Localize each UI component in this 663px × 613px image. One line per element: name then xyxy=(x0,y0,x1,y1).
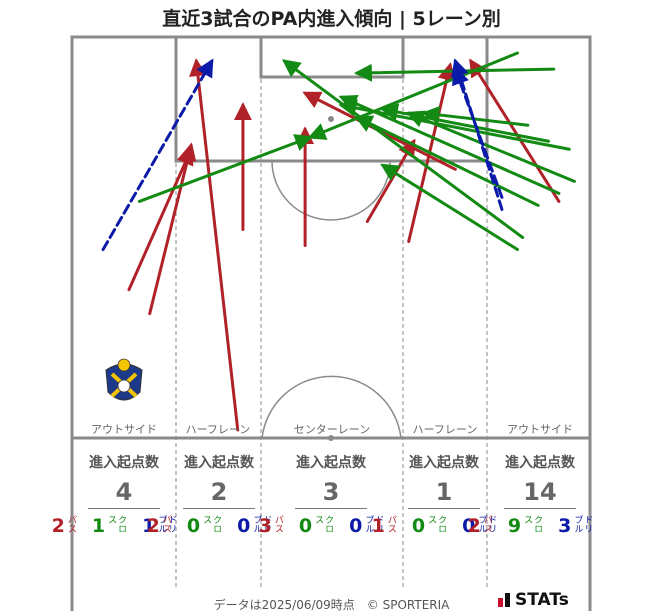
stat-divider xyxy=(88,508,160,509)
stat-total: 14 xyxy=(523,478,557,506)
penalty-spot xyxy=(328,116,334,122)
cross-count: 1 xyxy=(91,515,106,537)
pass-count: 2 xyxy=(467,515,481,537)
dribble-count: 0 xyxy=(237,515,251,537)
pass-label: パス xyxy=(272,515,283,533)
lane-breakdown: 2 パス 9 クロス 3 ドリブル xyxy=(468,515,593,537)
center-circle xyxy=(261,375,402,439)
pass-label: パス xyxy=(160,515,171,533)
brand-name: STATs xyxy=(515,590,569,610)
cross-count: 0 xyxy=(186,515,201,537)
cross-count: 0 xyxy=(411,515,426,537)
dribble-label: ドリブル xyxy=(572,515,593,533)
penalty-arc xyxy=(271,160,391,221)
goal-area xyxy=(259,35,405,79)
cross-arrow xyxy=(281,59,525,239)
cross-arrow xyxy=(354,115,540,207)
stat-divider xyxy=(183,508,255,509)
lane-label-halfspace-left: ハーフレーン xyxy=(185,423,251,436)
dribble-label: ドリブル xyxy=(251,515,272,533)
stat-head: 進入起点数 xyxy=(505,455,575,471)
dribble-count: 3 xyxy=(558,515,572,537)
stat-head: 進入起点数 xyxy=(184,455,254,471)
cross-arrow xyxy=(405,110,576,183)
lane-label-outside-left: アウトサイド xyxy=(91,423,157,436)
pass-arrow xyxy=(148,142,197,316)
cross-arrow xyxy=(421,105,530,127)
pass-count: 1 xyxy=(371,515,385,537)
cross-label: クロス xyxy=(106,515,127,533)
cross-label: クロス xyxy=(522,515,543,533)
pass-label: パス xyxy=(481,515,492,533)
pass-count: 2 xyxy=(51,515,65,537)
pass-label: パス xyxy=(65,515,76,533)
cross-arrow xyxy=(379,103,551,143)
footer-note: データは2025/06/09時点 © SPORTERIA xyxy=(213,598,450,612)
stat-head: 進入起点数 xyxy=(89,455,159,471)
stat-total: 2 xyxy=(210,478,228,506)
stat-divider xyxy=(504,508,576,509)
center-spot xyxy=(328,435,334,441)
lane-label-outside-right: アウトサイド xyxy=(507,423,573,436)
pass-count: 2 xyxy=(146,515,160,537)
stat-total: 1 xyxy=(435,478,453,506)
lane-breakdown: 3 パス 0 クロス 0 ドリブル xyxy=(259,515,384,537)
stat-divider xyxy=(408,508,480,509)
pass-count: 3 xyxy=(258,515,272,537)
lane-breakdown: 1 パス 0 クロス 0 ドリブル xyxy=(372,515,497,537)
pass-arrow xyxy=(189,58,240,432)
lane-label-center: センターレーン xyxy=(293,423,371,436)
club-crest-icon xyxy=(102,358,146,412)
dribble-count: 1 xyxy=(142,515,156,537)
pass-arrow xyxy=(127,146,194,292)
arrow-layer xyxy=(101,51,576,432)
brand-logo: STATs xyxy=(498,590,569,610)
cross-arrow xyxy=(307,51,519,140)
stat-divider xyxy=(295,508,367,509)
cross-label: クロス xyxy=(313,515,334,533)
cross-arrow xyxy=(380,163,519,252)
stat-total: 4 xyxy=(115,478,133,506)
dribble-count: 0 xyxy=(349,515,363,537)
cross-arrow xyxy=(137,134,314,203)
cross-arrow xyxy=(338,94,561,195)
stat-head: 進入起点数 xyxy=(409,455,479,471)
lane-breakdown: 2 パス 1 クロス 1 ドリブル xyxy=(52,515,177,537)
stat-total: 3 xyxy=(322,478,340,506)
dribble-count: 0 xyxy=(462,515,476,537)
pass-arrow xyxy=(469,58,561,203)
dribble-label: ドリブル xyxy=(476,515,497,533)
pass-label: パス xyxy=(385,515,396,533)
dribble-label: ドリブル xyxy=(363,515,384,533)
cross-label: クロス xyxy=(426,515,447,533)
lane-label-halfspace-right: ハーフレーン xyxy=(412,423,478,436)
cross-label: クロス xyxy=(201,515,222,533)
dribble-arrow xyxy=(451,66,504,199)
cross-count: 9 xyxy=(507,515,522,537)
chart-title: 直近3試合のPA内進入傾向 | 5レーン別 xyxy=(162,8,501,30)
dribble-arrow xyxy=(101,58,214,252)
pass-arrow xyxy=(365,138,416,223)
stat-head: 進入起点数 xyxy=(296,455,366,471)
brand-mark-icon xyxy=(498,593,512,607)
lane-breakdown: 2 パス 0 クロス 0 ドリブル xyxy=(147,515,272,537)
cross-count: 0 xyxy=(298,515,313,537)
dribble-label: ドリブル xyxy=(156,515,177,533)
